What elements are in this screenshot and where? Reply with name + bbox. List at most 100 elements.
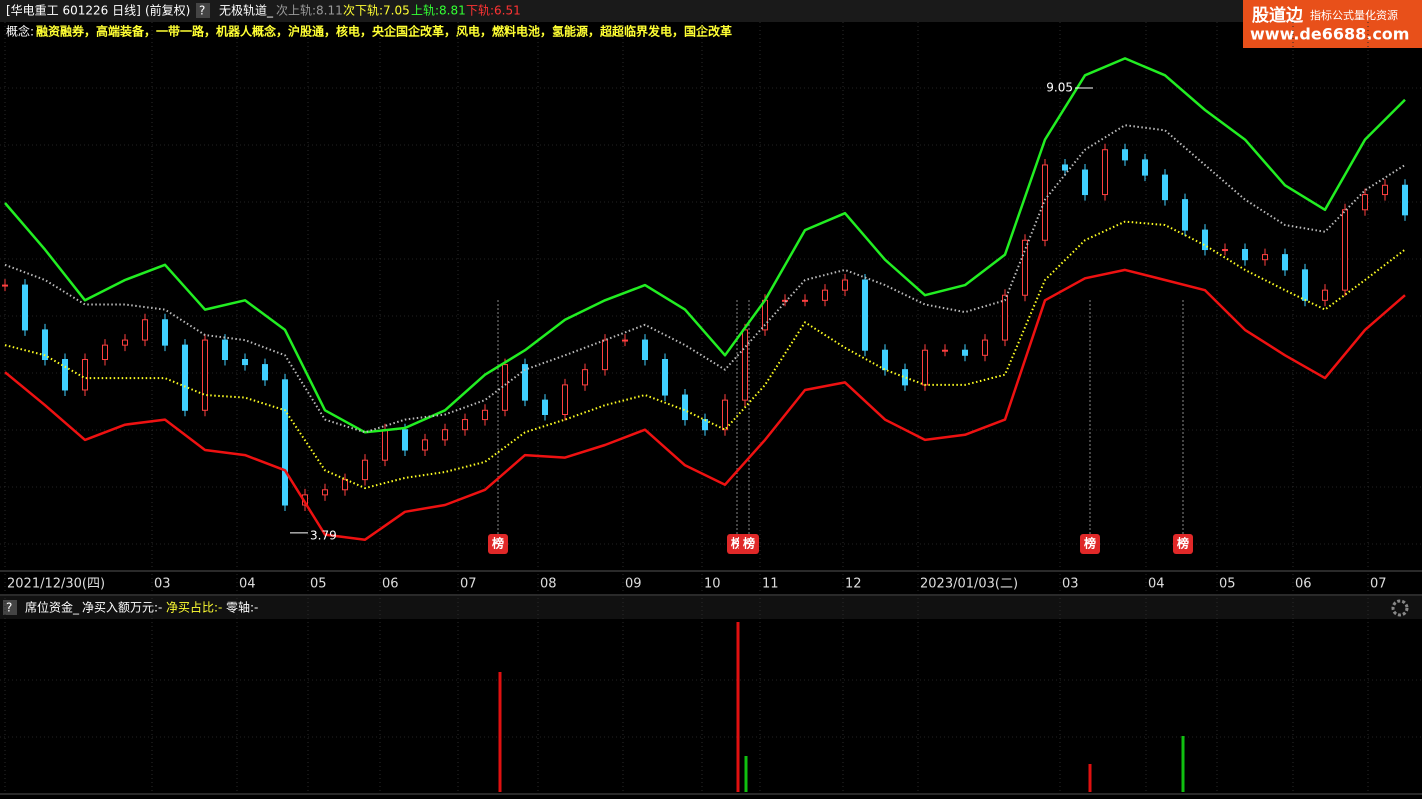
- candle: [1082, 169, 1088, 196]
- candle: [322, 489, 328, 496]
- sub-indicator-name[interactable]: 席位资金_: [25, 600, 80, 615]
- candle: [1102, 149, 1108, 196]
- candle: [1242, 249, 1248, 261]
- x-tick-label: 04: [239, 577, 256, 592]
- sub-header-bar: [0, 596, 1422, 619]
- candle: [1222, 249, 1228, 252]
- candle: [402, 429, 408, 451]
- candle: [1062, 164, 1068, 171]
- band-line: [4, 57, 1406, 434]
- candle: [1262, 254, 1268, 261]
- header-bar: [0, 0, 1422, 22]
- candle: [1202, 229, 1208, 251]
- candle: [122, 339, 128, 346]
- x-tick-label: 05: [310, 577, 327, 592]
- candle: [662, 359, 668, 396]
- candle: [802, 299, 808, 302]
- candle: [222, 339, 228, 361]
- x-tick-label: 04: [1148, 577, 1165, 592]
- candle: [1382, 184, 1388, 196]
- candle: [722, 399, 728, 431]
- candle: [962, 349, 968, 356]
- candle: [582, 369, 588, 386]
- flow-bar: [1181, 736, 1185, 792]
- candle: [2, 284, 8, 287]
- candle: [102, 344, 108, 361]
- flow-bar: [1088, 764, 1092, 792]
- x-tick-label: 2023/01/03(二): [920, 577, 1018, 592]
- candle: [1302, 269, 1308, 301]
- band-line: [4, 220, 1406, 490]
- candle: [682, 394, 688, 421]
- adjust-mode[interactable]: (前复权): [145, 3, 190, 18]
- help-box[interactable]: [3, 600, 17, 615]
- candle: [822, 289, 828, 301]
- candle: [262, 364, 268, 381]
- candle: [362, 459, 368, 481]
- candle: [142, 319, 148, 341]
- logo-url: www.de6688.com: [1250, 25, 1409, 44]
- marker-box: [488, 534, 508, 554]
- x-tick-label: 2021/12/30(四): [7, 577, 105, 592]
- x-tick-label: 05: [1219, 577, 1236, 592]
- candle: [622, 339, 628, 342]
- annotation-label: 3.79: [310, 528, 337, 542]
- flow-bar: [736, 622, 740, 792]
- marker-box: [1173, 534, 1193, 554]
- marker-box: [739, 534, 759, 554]
- indicator-name[interactable]: 无极轨道_: [219, 4, 274, 18]
- candle: [942, 349, 948, 352]
- readout: 上轨:8.81: [411, 4, 466, 18]
- settings-icon[interactable]: [1391, 599, 1409, 617]
- x-tick-label: 08: [540, 577, 557, 592]
- candle: [62, 359, 68, 391]
- x-tick-label: 09: [625, 577, 642, 592]
- band-line: [4, 124, 1406, 434]
- band-line: [4, 268, 1406, 541]
- help[interactable]: ?: [6, 601, 12, 615]
- x-tick-label: 07: [1370, 577, 1387, 592]
- candle: [742, 329, 748, 401]
- readout: 次下轨:7.05: [343, 4, 410, 18]
- candle: [342, 479, 348, 491]
- marker-box: [1080, 534, 1100, 554]
- annotation-label: 9.05: [1046, 80, 1073, 94]
- candle: [882, 349, 888, 371]
- flow-bar: [744, 756, 748, 792]
- candle: [1122, 149, 1128, 161]
- candle: [522, 364, 528, 401]
- marker-label: 榜: [743, 536, 755, 551]
- help[interactable]: ?: [199, 4, 205, 18]
- candle: [1362, 194, 1368, 211]
- x-tick-label: 12: [845, 577, 862, 592]
- marker-label: 榜: [492, 536, 504, 551]
- candle: [1002, 294, 1008, 341]
- candle: [1282, 254, 1288, 271]
- candle: [1342, 209, 1348, 291]
- candle: [922, 349, 928, 386]
- candle: [642, 339, 648, 361]
- candle: [1402, 184, 1408, 216]
- candle: [1322, 289, 1328, 301]
- concept-list: 融资融券，高端装备，一带一路，机器人概念，沪股通，核电，央企国企改革，风电，燃料…: [36, 24, 732, 39]
- candle: [462, 419, 468, 431]
- x-tick-label: 07: [460, 577, 477, 592]
- marker-label: 榜: [1084, 536, 1096, 551]
- candle: [202, 339, 208, 411]
- help-box[interactable]: [196, 3, 210, 18]
- x-tick-label: 06: [382, 577, 399, 592]
- candle: [182, 344, 188, 411]
- candle: [162, 319, 168, 346]
- candle: [282, 379, 288, 506]
- candle: [1142, 159, 1148, 176]
- candle: [82, 359, 88, 391]
- candle: [602, 339, 608, 371]
- logo-box[interactable]: [1243, 0, 1422, 48]
- logo-name: 股道边: [1252, 5, 1304, 26]
- candle: [482, 409, 488, 421]
- marker-label: 榜: [1177, 536, 1189, 551]
- candle: [22, 284, 28, 331]
